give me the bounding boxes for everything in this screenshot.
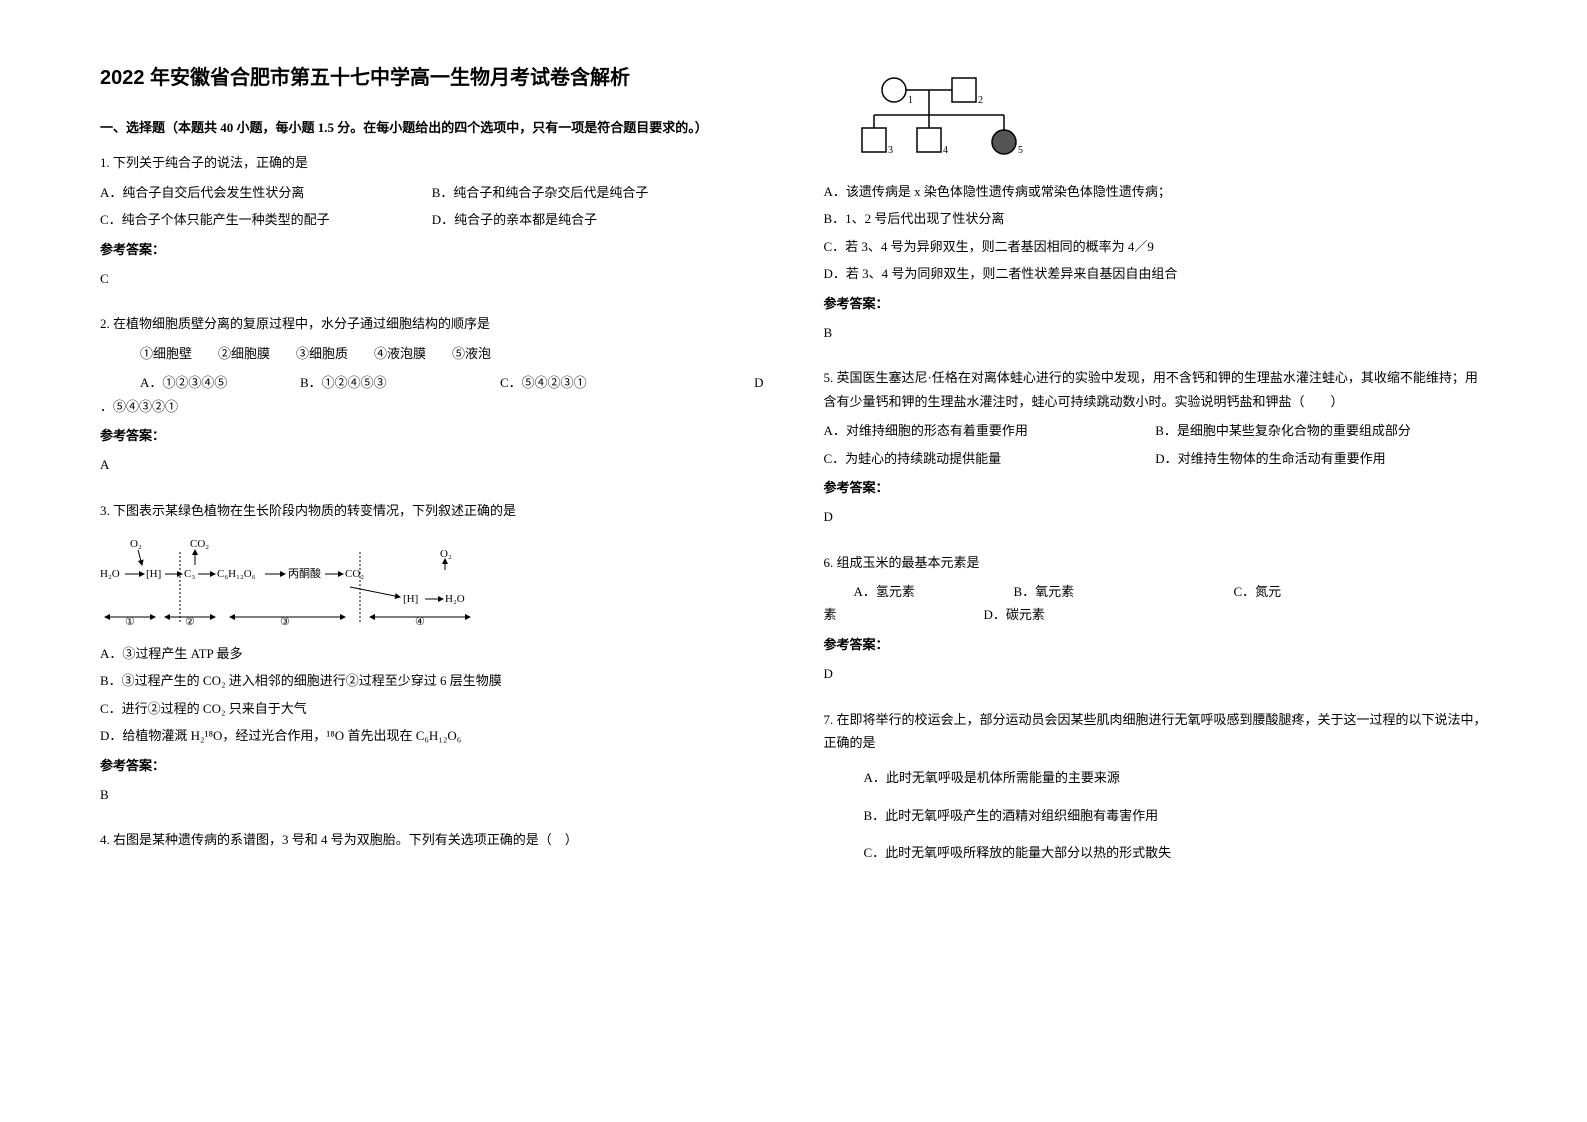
svg-text:③: ③ [280,616,290,628]
question-5: 5. 英国医生塞达尼·任格在对离体蛙心进行的实验中发现，用不含钙和钾的生理盐水灌… [824,366,1488,540]
q1-answer: C [100,267,764,290]
q2-optA: A．①②③④⑤ [140,371,300,394]
q4-text: 4. 右图是某种遗传病的系谱图，3 号和 4 号为双胞胎。下列有关选项正确的是（… [100,828,764,851]
q1-options-row2: C．纯合子个体只能产生一种类型的配子 D．纯合子的亲本都是纯合子 [100,208,764,231]
svg-text:H₂O: H₂O [100,568,120,580]
q4-optC: C．若 3、4 号为异卵双生，则二者基因相同的概率为 4／9 [824,235,1488,258]
q1-optD: D．纯合子的亲本都是纯合子 [432,208,764,231]
q6-text: 6. 组成玉米的最基本元素是 [824,551,1488,574]
section-header: 一、选择题（本题共 40 小题，每小题 1.5 分。在每小题给出的四个选项中，只… [100,116,764,139]
q6-optB: B．氧元素 [1014,580,1234,603]
svg-text:[H]: [H] [146,568,161,580]
q6-options-row1: A．氢元素 B．氧元素 C．氮元 [824,580,1488,603]
q5-optD: D．对维持生物体的生命活动有重要作用 [1155,447,1487,470]
q2-text: 2. 在植物细胞质壁分离的复原过程中，水分子通过细胞结构的顺序是 [100,312,764,335]
question-6: 6. 组成玉米的最基本元素是 A．氢元素 B．氧元素 C．氮元 素 D．碳元素 … [824,551,1488,698]
q4-answer-label: 参考答案： [824,292,1488,315]
q4-optD: D．若 3、4 号为同卵双生，则二者性状差异来自基因自由组合 [824,262,1488,285]
q2-optC: C．⑤④②③① [500,371,660,394]
q2-items: ①细胞壁 ②细胞膜 ③细胞质 ④液泡膜 ⑤液泡 [100,342,764,365]
question-2: 2. 在植物细胞质壁分离的复原过程中，水分子通过细胞结构的顺序是 ①细胞壁 ②细… [100,312,764,488]
exam-title: 2022 年安徽省合肥市第五十七中学高一生物月考试卷含解析 [100,60,764,96]
svg-text:3: 3 [888,145,893,156]
q2-answer: A [100,453,764,476]
question-1: 1. 下列关于纯合子的说法，正确的是 A．纯合子自交后代会发生性状分离 B．纯合… [100,151,764,302]
svg-text:丙酮酸: 丙酮酸 [288,566,321,580]
q6-answer-label: 参考答案： [824,633,1488,656]
svg-text:H₂O: H₂O [445,593,465,605]
svg-text:4: 4 [943,145,948,156]
svg-text:CO₂: CO₂ [345,568,364,580]
q4-pedigree-diagram: 1 2 3 4 5 [824,70,1488,170]
q3-optC: C．进行②过程的 CO₂ 只来自于大气 [100,697,764,720]
right-column: 1 2 3 4 5 A．该遗传病是 x 染色体隐性遗传病或常染色体隐性遗传病； … [824,60,1488,1062]
q7-text: 7. 在即将举行的校运会上，部分运动员会因某些肌肉细胞进行无氧呼吸感到腰酸腿疼，… [824,708,1488,755]
svg-text:②: ② [185,616,195,628]
q5-optA: A．对维持细胞的形态有着重要作用 [824,419,1156,442]
question-3: 3. 下图表示某绿色植物在生长阶段内物质的转变情况，下列叙述正确的是 O₂ CO… [100,499,764,819]
q3-optD: D．给植物灌溉 H₂¹⁸O，经过光合作用，¹⁸O 首先出现在 C₆H₁₂O₆ [100,724,764,747]
q1-text: 1. 下列关于纯合子的说法，正确的是 [100,151,764,174]
svg-text:5: 5 [1018,145,1023,156]
question-4-opts: A．该遗传病是 x 染色体隐性遗传病或常染色体隐性遗传病； B．1、2 号后代出… [824,180,1488,356]
q3-diagram: O₂ CO₂ O₂ H₂O [H] C₃ C₆H₁₂O₆ 丙酮酸 CO₂ [100,532,764,632]
q6-optA: A．氢元素 [854,580,1014,603]
q6-optC-prefix: C．氮元 [1234,580,1282,603]
question-7: 7. 在即将举行的校运会上，部分运动员会因某些肌肉细胞进行无氧呼吸感到腰酸腿疼，… [824,708,1488,869]
q7-optA: A．此时无氧呼吸是机体所需能量的主要来源 [824,766,1488,789]
q3-text: 3. 下图表示某绿色植物在生长阶段内物质的转变情况，下列叙述正确的是 [100,499,764,522]
q4-optA: A．该遗传病是 x 染色体隐性遗传病或常染色体隐性遗传病； [824,180,1488,203]
svg-text:C₃: C₃ [184,568,195,580]
q3-optB: B．③过程产生的 CO₂ 进入相邻的细胞进行②过程至少穿过 6 层生物膜 [100,669,764,692]
q1-options-row1: A．纯合子自交后代会发生性状分离 B．纯合子和纯合子杂交后代是纯合子 [100,181,764,204]
q2-optD-rest: ．⑤④③②① [100,395,764,418]
q1-optA: A．纯合子自交后代会发生性状分离 [100,181,432,204]
question-4-text: 4. 右图是某种遗传病的系谱图，3 号和 4 号为双胞胎。下列有关选项正确的是（… [100,828,764,857]
left-column: 2022 年安徽省合肥市第五十七中学高一生物月考试卷含解析 一、选择题（本题共 … [100,60,764,1062]
q7-optC: C．此时无氧呼吸所释放的能量大部分以热的形式散失 [824,841,1488,864]
svg-text:1: 1 [908,95,913,106]
q5-answer: D [824,505,1488,528]
svg-text:④: ④ [415,616,425,628]
q1-answer-label: 参考答案： [100,238,764,261]
svg-text:[H]: [H] [403,593,418,605]
q6-answer: D [824,662,1488,685]
q2-optD-prefix: D [660,371,764,394]
q3-optA: A．③过程产生 ATP 最多 [100,642,764,665]
q5-options-row2: C．为蛙心的持续跳动提供能量 D．对维持生物体的生命活动有重要作用 [824,447,1488,470]
q7-optB: B．此时无氧呼吸产生的酒精对组织细胞有毒害作用 [824,804,1488,827]
q3-answer-label: 参考答案： [100,754,764,777]
q5-text: 5. 英国医生塞达尼·任格在对离体蛙心进行的实验中发现，用不含钙和钾的生理盐水灌… [824,366,1488,413]
q6-optC-rest: 素 [824,603,984,626]
svg-text:2: 2 [978,95,983,106]
q5-optB: B．是细胞中某些复杂化合物的重要组成部分 [1155,419,1487,442]
q6-optD: D．碳元素 [984,603,1045,626]
svg-text:CO₂: CO₂ [190,538,209,550]
q4-optB: B．1、2 号后代出现了性状分离 [824,207,1488,230]
q5-options-row1: A．对维持细胞的形态有着重要作用 B．是细胞中某些复杂化合物的重要组成部分 [824,419,1488,442]
q2-optB: B．①②④⑤③ [300,371,500,394]
svg-text:①: ① [125,616,135,628]
svg-text:O₂: O₂ [440,548,452,560]
q2-options-row: A．①②③④⑤ B．①②④⑤③ C．⑤④②③① D [100,371,764,394]
q5-optC: C．为蛙心的持续跳动提供能量 [824,447,1156,470]
q2-answer-label: 参考答案： [100,424,764,447]
q6-options-row2: 素 D．碳元素 [824,603,1488,626]
q5-answer-label: 参考答案： [824,476,1488,499]
q1-optC: C．纯合子个体只能产生一种类型的配子 [100,208,432,231]
q1-optB: B．纯合子和纯合子杂交后代是纯合子 [432,181,764,204]
q4-answer: B [824,321,1488,344]
svg-text:O₂: O₂ [130,538,142,550]
q3-answer: B [100,783,764,806]
svg-text:C₆H₁₂O₆: C₆H₁₂O₆ [217,568,256,580]
